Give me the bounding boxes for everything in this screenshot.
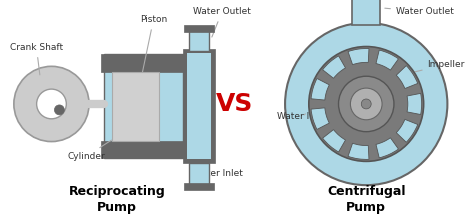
Wedge shape: [396, 66, 418, 89]
Circle shape: [55, 105, 64, 115]
Wedge shape: [323, 56, 346, 78]
Bar: [184, 25, 214, 32]
Wedge shape: [396, 119, 418, 142]
Bar: [189, 163, 209, 185]
Bar: [187, 53, 211, 159]
Text: Piston: Piston: [140, 15, 167, 79]
Circle shape: [14, 66, 89, 141]
Bar: [352, 0, 380, 25]
Bar: [101, 141, 186, 158]
Wedge shape: [311, 78, 329, 100]
Wedge shape: [348, 143, 369, 159]
Text: Water Outlet: Water Outlet: [193, 7, 251, 37]
Bar: [104, 54, 183, 158]
Bar: [189, 30, 209, 51]
Text: Water Inlet: Water Inlet: [193, 169, 243, 178]
Wedge shape: [407, 93, 422, 114]
Circle shape: [338, 76, 394, 132]
Wedge shape: [376, 50, 399, 70]
Circle shape: [309, 46, 424, 161]
Text: VS: VS: [216, 92, 253, 116]
Circle shape: [350, 88, 382, 120]
Circle shape: [285, 23, 447, 185]
Text: Water Inlet: Water Inlet: [277, 112, 327, 121]
Bar: [183, 49, 215, 163]
Wedge shape: [311, 108, 329, 129]
Text: Centrifugal
Pump: Centrifugal Pump: [327, 186, 405, 215]
Text: Reciprocating
Pump: Reciprocating Pump: [68, 186, 165, 215]
Wedge shape: [376, 138, 399, 158]
Text: Water Outlet: Water Outlet: [385, 7, 454, 16]
Wedge shape: [348, 49, 369, 65]
Wedge shape: [323, 130, 346, 152]
Bar: [184, 183, 214, 190]
Text: Impeller: Impeller: [403, 60, 465, 75]
Bar: [112, 72, 159, 141]
Text: Crank Shaft: Crank Shaft: [10, 43, 63, 75]
Circle shape: [36, 89, 66, 119]
Circle shape: [361, 99, 371, 109]
Text: Cylinder: Cylinder: [67, 140, 111, 161]
Bar: [101, 54, 186, 72]
